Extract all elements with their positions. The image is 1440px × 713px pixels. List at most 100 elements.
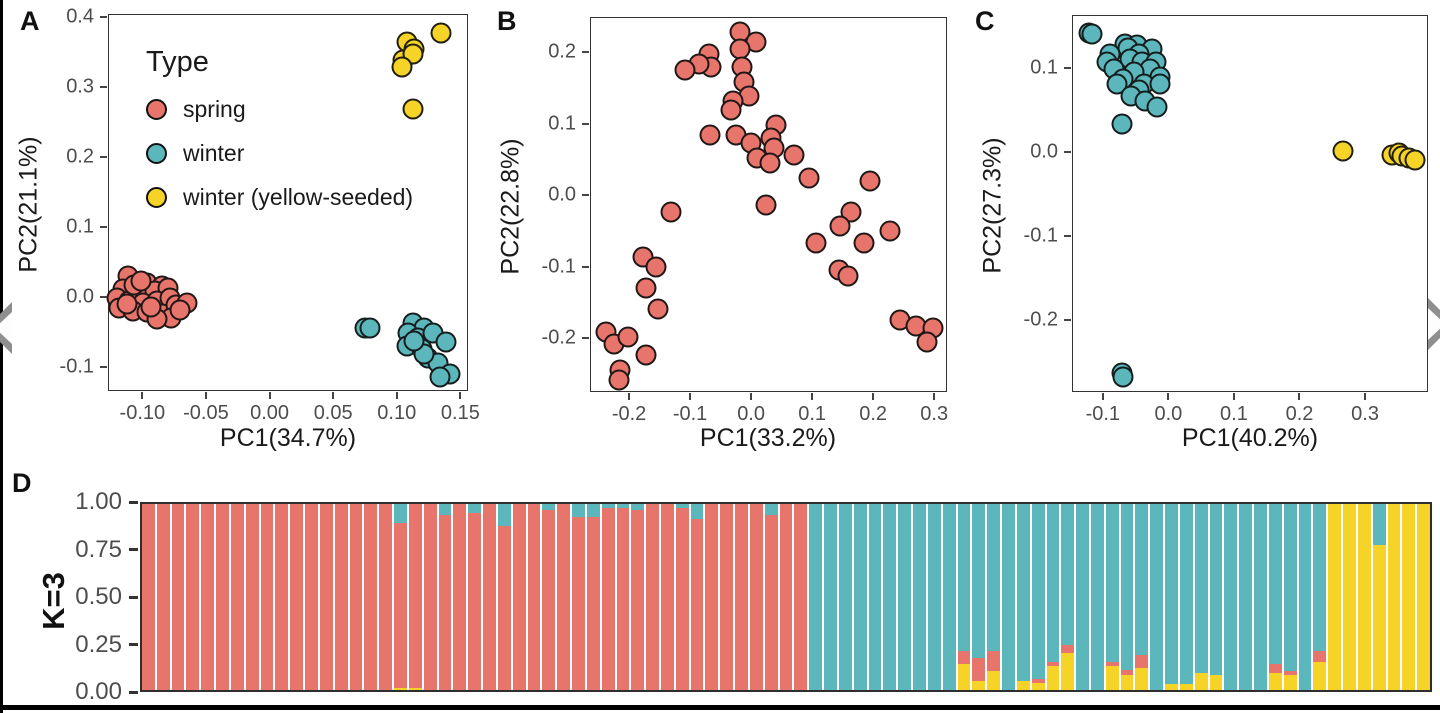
- x-tick-label: 0.10: [377, 402, 417, 424]
- bar-segment-winter: [497, 504, 511, 527]
- admixture-bar: [171, 504, 185, 690]
- bar-segment-spring: [408, 504, 422, 689]
- x-tick-mark: [395, 392, 398, 399]
- admixture-bar: [275, 504, 289, 690]
- bar-segment-yellow_seeded: [1061, 652, 1075, 690]
- bar-segment-spring: [156, 504, 170, 690]
- bar-segment-winter: [1313, 504, 1327, 651]
- admixture-bar: [1357, 504, 1371, 690]
- bar-segment-yellow_seeded: [1343, 504, 1356, 690]
- data-point-spring: [169, 299, 191, 321]
- admixture-bar: [408, 504, 422, 690]
- bar-segment-spring: [631, 509, 645, 690]
- panel-b-plot-area: [590, 17, 947, 392]
- bar-segment-winter: [809, 504, 823, 690]
- data-point-spring: [647, 298, 669, 320]
- data-point-spring: [859, 170, 881, 192]
- bar-segment-spring: [230, 504, 244, 690]
- bar-segment-winter: [883, 504, 897, 690]
- y-tick-mark: [129, 595, 138, 599]
- bar-segment-winter: [1179, 504, 1193, 685]
- admixture-bar: [438, 504, 452, 690]
- bar-segment-winter: [1076, 504, 1089, 690]
- bar-segment-winter: [1002, 504, 1015, 690]
- bar-segment-spring: [1120, 669, 1134, 676]
- admixture-bar: [1402, 504, 1416, 690]
- bar-segment-winter: [1135, 504, 1149, 655]
- y-tick-label: 0.0: [548, 183, 576, 206]
- x-tick-mark: [628, 393, 631, 400]
- bar-segment-winter: [957, 504, 971, 651]
- y-tick-mark: [1064, 66, 1071, 69]
- bar-segment-spring: [794, 504, 808, 690]
- admixture-bar: [660, 504, 674, 690]
- x-tick-label: 0.2: [859, 403, 888, 425]
- carousel-prev-icon[interactable]: [0, 302, 12, 354]
- bar-segment-winter: [1372, 504, 1386, 545]
- admixture-bar: [1343, 504, 1356, 690]
- data-point-spring: [699, 124, 721, 146]
- admixture-bar: [987, 504, 1001, 690]
- bar-segment-yellow_seeded: [1165, 684, 1178, 690]
- data-point-spring: [783, 144, 805, 166]
- data-point-spring: [720, 99, 742, 121]
- bar-segment-winter: [1091, 504, 1104, 690]
- bar-segment-yellow_seeded: [1372, 544, 1386, 690]
- bar-segment-yellow_seeded: [1209, 675, 1223, 690]
- bar-segment-winter: [1150, 504, 1164, 690]
- admixture-bar: [319, 504, 333, 690]
- y-tick-label: 0.75: [75, 535, 122, 563]
- bar-segment-spring: [957, 650, 971, 664]
- bar-segment-winter: [572, 504, 585, 518]
- bar-segment-winter: [942, 504, 956, 690]
- y-tick-mark: [129, 643, 138, 646]
- admixture-bar: [305, 504, 318, 690]
- bar-segment-spring: [557, 504, 571, 690]
- bar-segment-winter: [853, 504, 867, 690]
- x-tick-mark: [268, 392, 271, 399]
- panel-b-label: B: [497, 6, 517, 36]
- admixture-bar: [749, 504, 763, 690]
- bar-segment-yellow_seeded: [1402, 504, 1416, 690]
- bar-segment-winter: [764, 504, 778, 516]
- bar-segment-winter: [438, 504, 452, 516]
- bar-segment-yellow_seeded: [1283, 675, 1297, 690]
- y-tick-mark: [129, 690, 138, 694]
- bar-segment-spring: [186, 504, 200, 690]
- admixture-bar: [631, 504, 645, 690]
- admixture-bar: [423, 504, 437, 690]
- bar-segment-winter: [913, 504, 926, 690]
- admixture-bar: [957, 504, 971, 690]
- carousel-next-icon[interactable]: [1428, 298, 1440, 350]
- legend-label-spring: spring: [183, 96, 246, 122]
- data-point-spring: [635, 344, 657, 366]
- data-point-spring: [916, 331, 938, 353]
- data-point-spring: [759, 152, 781, 174]
- y-tick-label: 0.00: [75, 678, 122, 705]
- x-tick-mark: [1364, 393, 1367, 400]
- bar-segment-spring: [483, 504, 496, 690]
- x-tick-mark: [750, 393, 753, 400]
- y-tick-mark: [100, 365, 107, 368]
- bar-segment-yellow_seeded: [1387, 504, 1401, 690]
- bar-segment-winter: [927, 504, 941, 690]
- y-tick-label: 0.1: [548, 112, 576, 135]
- bar-segment-spring: [364, 504, 378, 690]
- y-tick-mark: [129, 548, 138, 551]
- admixture-bar: [824, 504, 837, 690]
- data-point-yellow_seeded: [1404, 149, 1426, 171]
- admixture-bar: [1372, 504, 1386, 690]
- admixture-bar: [883, 504, 897, 690]
- admixture-bar: [1002, 504, 1015, 690]
- bar-segment-yellow_seeded: [1328, 504, 1342, 690]
- admixture-bar: [1194, 504, 1208, 690]
- admixture-bar: [290, 504, 304, 690]
- x-tick-label: -0.05: [183, 402, 229, 424]
- x-tick-label: 0.1: [1220, 403, 1248, 425]
- bar-segment-yellow_seeded: [1105, 665, 1119, 690]
- admixture-bar: [705, 504, 719, 690]
- y-tick-label: -0.2: [541, 326, 576, 349]
- panel-c-label: C: [975, 6, 995, 36]
- admixture-bar: [1105, 504, 1119, 690]
- admixture-bar: [586, 504, 600, 690]
